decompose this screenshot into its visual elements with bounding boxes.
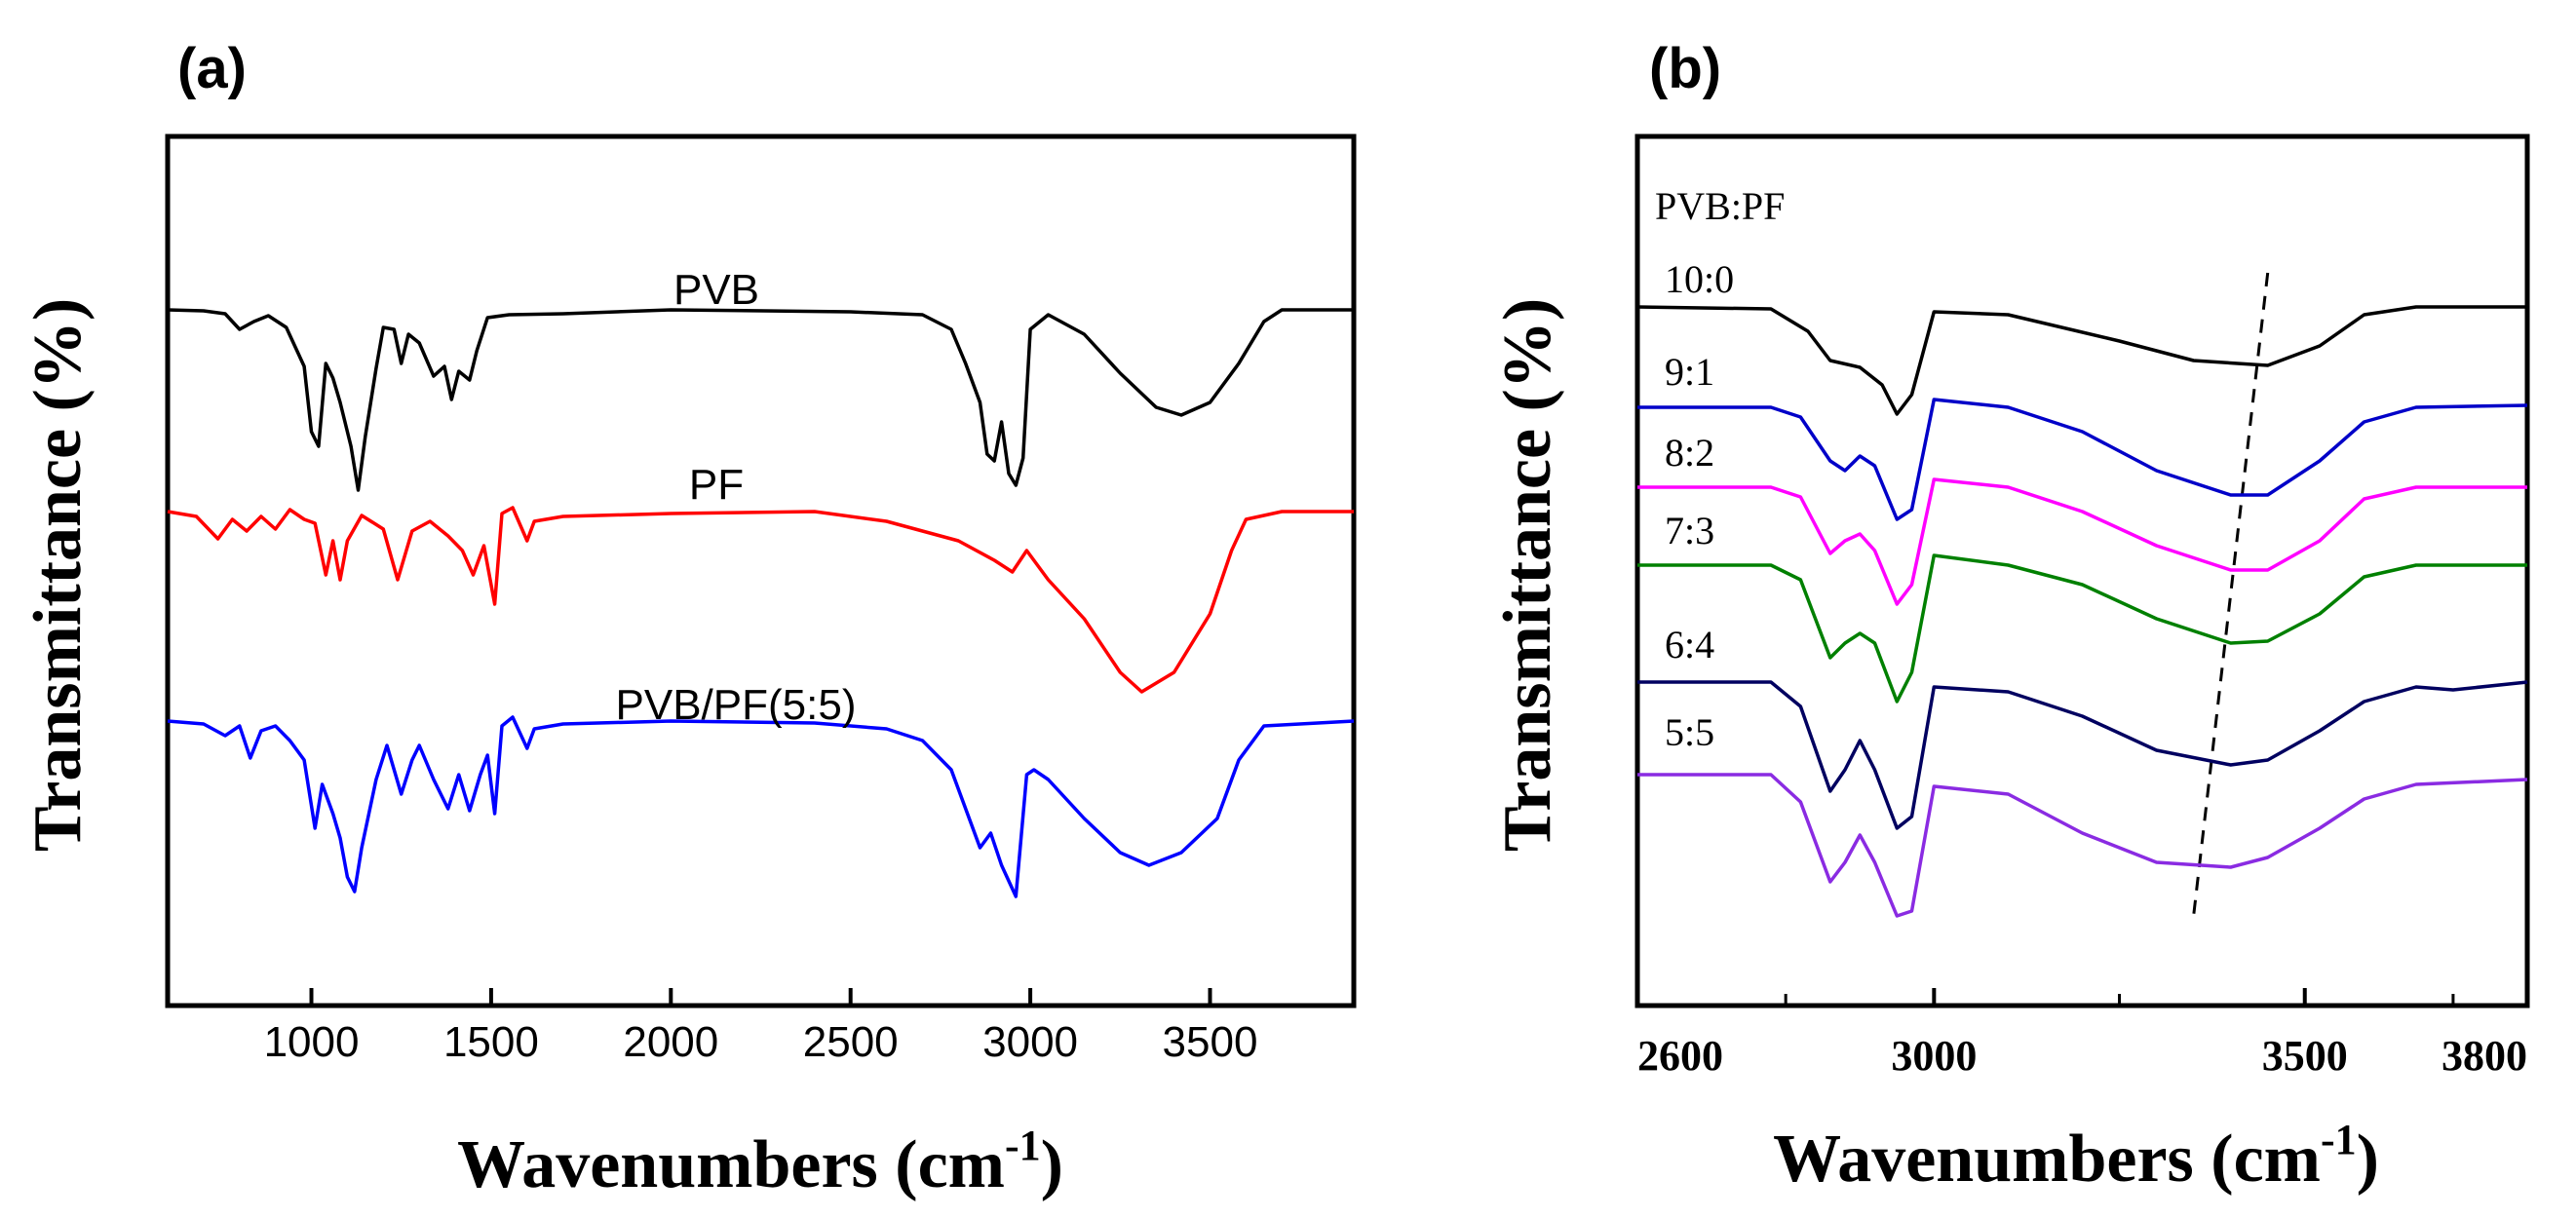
- panel-b-y-axis-title: Transmittance (%): [1490, 298, 1565, 852]
- panel-b-x-axis-title-sup: -1: [2321, 1116, 2357, 1163]
- panel-a-x-tick-label: 1500: [443, 1018, 539, 1066]
- panel-b-series-label: 9:1: [1665, 350, 1714, 394]
- series-label-pf: PF: [689, 461, 744, 509]
- panel-b-series-label: 8:2: [1665, 431, 1714, 475]
- panel-a-x-tick-label: 2000: [623, 1018, 718, 1066]
- panel-a-x-tick-label: 3500: [1163, 1018, 1258, 1066]
- panel-a-series-line: [167, 308, 1354, 492]
- panel-b-series-label: 5:5: [1665, 710, 1714, 754]
- panel-b: (b) 2600 3000 3500 3800 PVB:PF 10:0 9:1 8:2 7:…: [1490, 37, 2530, 1197]
- panel-a-x-tick-labels: 1000 1500 2000 2500 3000 3500: [264, 1018, 1258, 1066]
- panel-a-x-axis-title-main: Wavenumbers (cm: [457, 1127, 1005, 1202]
- panel-a-x-ticks: [309, 988, 1212, 1006]
- panel-a-x-axis-title-sup: -1: [1005, 1122, 1041, 1169]
- panel-b-x-tick-label: 2600: [1637, 1032, 1723, 1080]
- panel-b-x-tick-labels: 2600 3000 3500 3800: [1637, 1032, 2527, 1080]
- panel-b-x-axis-title: Wavenumbers (cm-1): [1773, 1116, 2379, 1197]
- panel-b-x-ticks: [1635, 988, 2529, 1006]
- panel-a-label: (a): [177, 37, 247, 100]
- panel-b-dashed-guide: [2192, 272, 2270, 917]
- panel-b-x-tick-label: 3500: [2262, 1032, 2348, 1080]
- panel-b-series-line: [1637, 680, 2528, 830]
- panel-a-x-axis-title-close: ): [1041, 1127, 1063, 1202]
- panel-b-plot-frame: [1634, 133, 2530, 1009]
- series-label-pvb-pf: PVB/PF(5:5): [616, 681, 857, 729]
- panel-b-series: [1636, 305, 2528, 918]
- panel-b-x-tick-label: 3800: [2441, 1032, 2527, 1080]
- panel-b-series-label: 6:4: [1665, 623, 1714, 666]
- series-label-pvb: PVB: [673, 266, 759, 314]
- panel-b-x-tick-label: 3000: [1891, 1032, 1977, 1080]
- panel-b-x-axis-title-main: Wavenumbers (cm: [1773, 1122, 2321, 1197]
- panel-b-series-label: 7:3: [1665, 509, 1714, 552]
- panel-b-series-label: 10:0: [1665, 257, 1734, 301]
- panel-b-label: (b): [1649, 37, 1721, 100]
- panel-a-series: [167, 308, 1355, 898]
- panel-a-series-line: [167, 506, 1354, 694]
- panel-a-series-line: [167, 715, 1355, 898]
- panel-b-series-line: [1636, 305, 2527, 416]
- panel-b-series-labels: 10:0 9:1 8:2 7:3 6:4 5:5: [1665, 257, 1734, 754]
- panel-a-y-axis-title: Transmittance (%): [20, 298, 96, 852]
- panel-b-series-line: [1637, 477, 2527, 606]
- panel-b-x-axis-title-close: ): [2357, 1122, 2379, 1197]
- panel-a-x-tick-label: 2500: [803, 1018, 899, 1066]
- panel-a-x-tick-label: 3000: [982, 1018, 1078, 1066]
- panel-a-x-axis-title: Wavenumbers (cm-1): [457, 1122, 1063, 1202]
- panel-b-series-line: [1637, 553, 2527, 704]
- panel-a: (a) 1000 1500 2000 2500 3000 3500 PVB PF PVB/…: [20, 37, 1357, 1202]
- panel-a-x-tick-label: 1000: [264, 1018, 360, 1066]
- legend-title-pvb-pf: PVB:PF: [1655, 184, 1785, 228]
- panel-b-series-line: [1637, 773, 2528, 918]
- panel-b-series-line: [1637, 398, 2528, 521]
- panel-a-plot-frame: [165, 133, 1357, 1009]
